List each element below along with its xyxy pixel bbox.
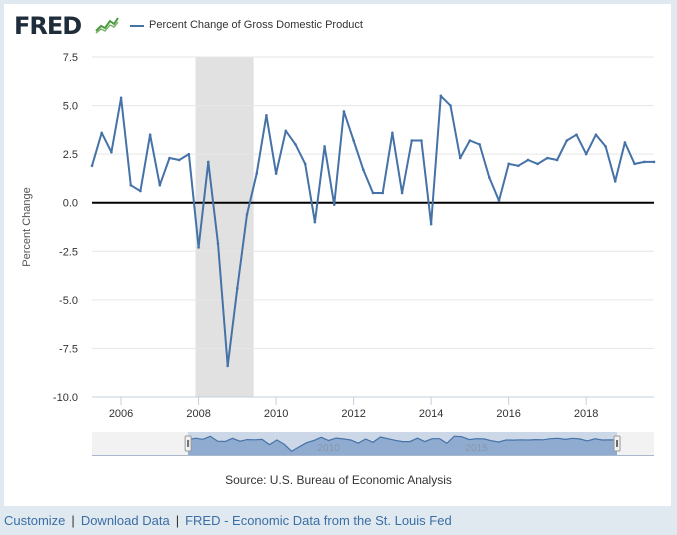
data-point <box>487 176 491 179</box>
data-point <box>110 150 113 154</box>
y-tick-label: -7.5 <box>59 343 78 355</box>
y-tick-label: 2.5 <box>63 149 78 161</box>
data-point <box>468 139 472 142</box>
data-point <box>371 191 375 195</box>
data-point <box>158 183 162 187</box>
data-point <box>604 145 607 148</box>
data-point <box>420 139 423 142</box>
data-point <box>536 162 540 166</box>
data-point <box>507 162 510 166</box>
data-point <box>381 191 384 195</box>
chart-svg: 7.5 5.0 2.5 0.0 -2.5 -5.0 -7.5 -10.0 2006 2008 20… <box>21 52 656 456</box>
data-point <box>594 133 598 137</box>
data-point <box>206 160 210 164</box>
data-point <box>274 172 278 175</box>
data-point <box>613 180 617 183</box>
data-point <box>187 152 191 156</box>
data-point <box>342 110 346 113</box>
data-point <box>177 158 181 162</box>
data-point <box>449 104 452 107</box>
legend-label[interactable]: Percent Change of Gross Domestic Product <box>149 19 363 31</box>
x-tick-label: 2012 <box>341 408 365 420</box>
x-tick-label: 2014 <box>419 408 443 420</box>
footer-separator: | <box>175 513 180 528</box>
data-point <box>352 139 355 142</box>
fred-home-link[interactable]: FRED - Economic Data from the St. Louis … <box>185 513 452 528</box>
x-tick-label: 2006 <box>109 408 133 420</box>
data-point <box>226 364 229 368</box>
data-point <box>129 183 133 187</box>
navigator-series-line <box>187 435 617 453</box>
footer-links: Customize | Download Data | FRED - Economic … <box>4 513 452 528</box>
recession-shading <box>195 57 254 397</box>
data-point <box>148 133 152 137</box>
y-axis-label: Percent Change <box>21 187 33 267</box>
source-note: Source: U.S. Bureau of Economic Analysis <box>225 473 452 487</box>
data-point <box>139 189 142 193</box>
y-tick-label: 0.0 <box>63 198 78 210</box>
plot-area <box>92 57 654 397</box>
data-point <box>313 220 317 224</box>
y-tick-label: -10.0 <box>53 392 78 404</box>
data-point <box>119 96 123 100</box>
data-point <box>255 172 259 175</box>
data-point <box>284 129 288 133</box>
legend-series-swatch <box>130 25 144 27</box>
data-point <box>555 158 559 162</box>
data-point <box>517 164 520 168</box>
data-point <box>332 203 336 206</box>
fred-logo[interactable]: FRED <box>14 12 82 40</box>
data-point <box>90 164 94 168</box>
data-point <box>100 131 103 135</box>
data-point <box>265 113 268 117</box>
data-point <box>400 191 404 195</box>
download-data-link[interactable]: Download Data <box>80 513 170 528</box>
x-tick-label: 2010 <box>264 408 288 420</box>
y-tick-label: 7.5 <box>63 52 78 64</box>
data-point <box>478 143 481 146</box>
data-point <box>575 133 578 137</box>
y-tick-label: -5.0 <box>59 295 78 307</box>
data-point <box>652 160 656 164</box>
data-point <box>362 168 365 171</box>
navigator-tick-label: 2010 <box>318 443 341 454</box>
y-tick-label: 5.0 <box>63 101 78 113</box>
x-tick-label: 2016 <box>496 408 520 420</box>
navigator-tick-label: 2015 <box>465 443 488 454</box>
data-point <box>197 246 200 249</box>
data-point <box>391 131 394 135</box>
footer-separator: | <box>71 513 75 528</box>
data-point <box>439 94 443 98</box>
data-point <box>303 162 307 166</box>
data-point <box>633 162 636 166</box>
data-point <box>458 156 462 160</box>
data-point <box>323 145 326 148</box>
data-point <box>410 139 414 142</box>
data-point <box>168 156 171 160</box>
data-point <box>429 222 433 226</box>
x-tick-label: 2018 <box>574 408 598 420</box>
x-tick-label: 2008 <box>186 408 210 420</box>
data-point <box>236 286 239 290</box>
data-point <box>546 156 549 160</box>
logo-sparkline-icon <box>95 17 119 34</box>
data-point <box>497 199 501 203</box>
data-point <box>294 143 297 146</box>
data-point <box>565 139 569 142</box>
data-point <box>216 242 220 245</box>
data-point <box>643 160 646 164</box>
data-point <box>584 152 588 156</box>
y-tick-label: -2.5 <box>59 246 78 258</box>
data-point <box>526 158 530 162</box>
data-point <box>623 141 627 144</box>
data-point <box>245 213 249 216</box>
customize-link[interactable]: Customize <box>4 513 66 528</box>
navigator-area <box>188 436 617 455</box>
